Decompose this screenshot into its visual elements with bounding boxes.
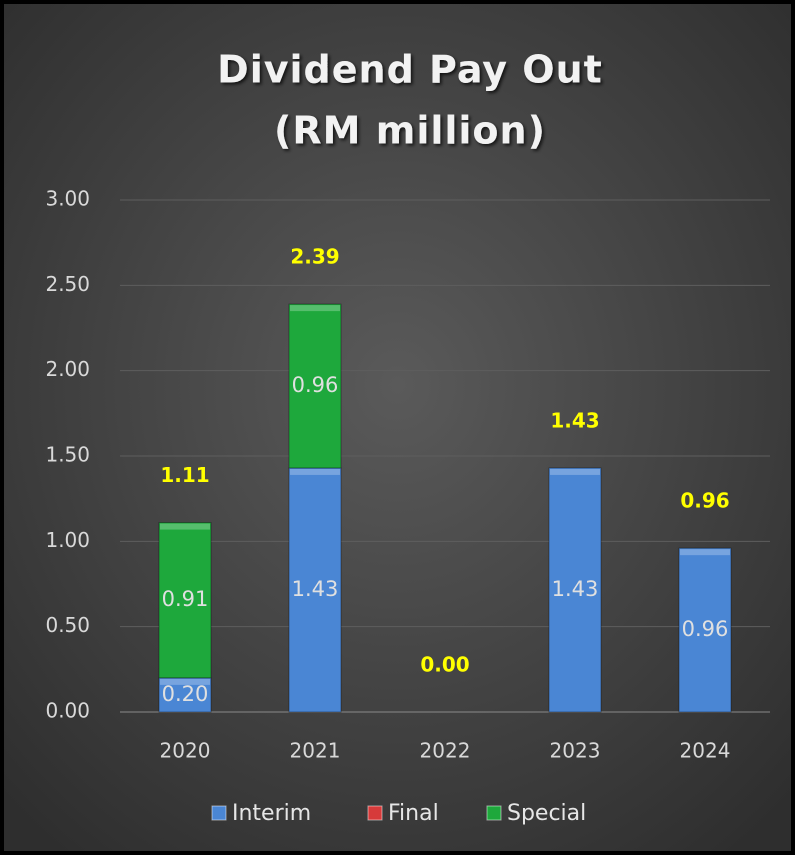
- y-tick-label: 2.00: [45, 357, 90, 381]
- bar-highlight: [680, 549, 730, 556]
- legend-label: Interim: [232, 801, 311, 826]
- x-tick-label: 2022: [420, 739, 471, 763]
- background: [4, 4, 791, 851]
- bar-highlight: [290, 305, 340, 312]
- bar-segment: [158, 522, 212, 679]
- y-tick-label: 0.50: [45, 613, 90, 637]
- legend-label: Special: [507, 801, 586, 826]
- y-tick-label: 1.50: [45, 443, 90, 467]
- chart-title: Dividend Pay Out: [217, 48, 603, 92]
- x-tick-label: 2020: [160, 739, 211, 763]
- x-tick-label: 2021: [290, 739, 341, 763]
- total-label: 2.39: [290, 245, 339, 269]
- bar-segment: [678, 547, 732, 713]
- bar-highlight: [550, 468, 600, 475]
- chart-subtitle: (RM million): [274, 109, 546, 153]
- total-label: 0.96: [680, 489, 729, 513]
- total-label: 1.11: [160, 463, 209, 487]
- x-tick-label: 2024: [680, 739, 731, 763]
- data-label: 0.96: [292, 373, 339, 397]
- legend-swatch: [211, 805, 227, 821]
- bar-segment: [158, 677, 212, 713]
- bar-highlight: [290, 468, 340, 475]
- legend-label: Final: [388, 801, 439, 826]
- total-label: 0.00: [420, 653, 469, 677]
- data-label: 1.43: [292, 577, 339, 601]
- data-label: 1.43: [552, 577, 599, 601]
- total-label: 1.43: [550, 408, 599, 432]
- bar-segment: [288, 467, 342, 713]
- bar-highlight: [160, 678, 210, 685]
- data-label: 0.96: [682, 617, 729, 641]
- y-tick-label: 2.50: [45, 272, 90, 296]
- x-tick-label: 2023: [550, 739, 601, 763]
- legend-swatch: [486, 805, 502, 821]
- legend-swatch: [367, 805, 383, 821]
- y-tick-label: 0.00: [45, 699, 90, 723]
- y-tick-label: 1.00: [45, 528, 90, 552]
- bar-segment: [288, 303, 342, 469]
- bar-highlight: [160, 523, 210, 530]
- data-label: 0.91: [162, 587, 209, 611]
- bar-segment: [548, 467, 602, 713]
- y-tick-label: 3.00: [45, 187, 90, 211]
- data-label: 0.20: [162, 682, 209, 706]
